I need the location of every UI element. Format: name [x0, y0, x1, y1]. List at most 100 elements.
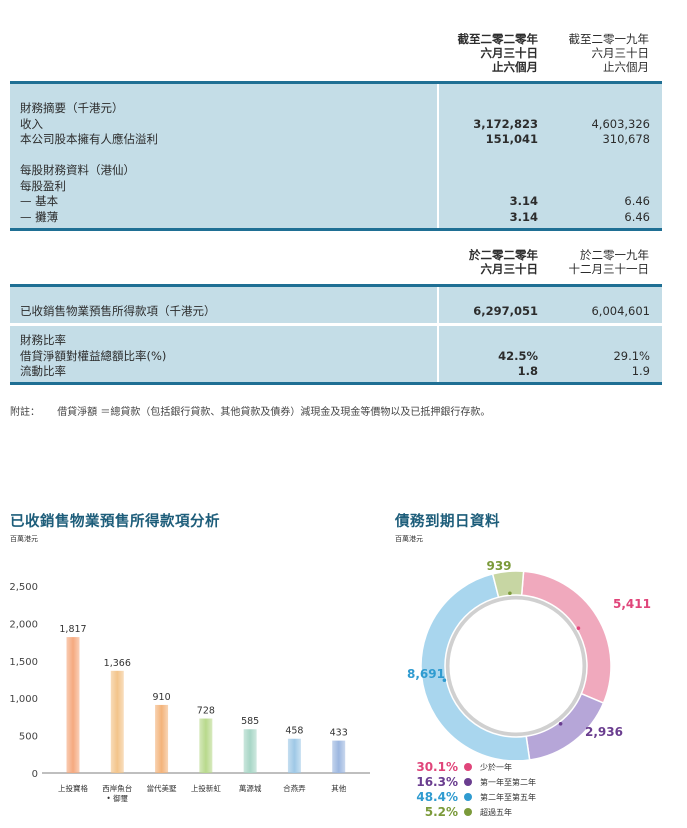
table-row: 收入 3,172,823 4,603,326 [20, 117, 650, 133]
block3-band [10, 326, 662, 382]
footnote-label: 附註： [10, 407, 40, 418]
legend-item: 48.4% 第二年至第五年 [416, 790, 618, 805]
bar-chart-title: 已收銷售物業預售所得款項分析 [10, 514, 220, 530]
col1-header2-line1: 於二零二零年 [469, 248, 538, 262]
row-value-current: 151,041 [485, 132, 538, 146]
block2-divider [437, 287, 439, 323]
col2-header-2: 於二零一九年 十二月三十一日 [530, 248, 650, 276]
legend-swatch [464, 808, 472, 816]
x-tick-label: 當代美墅 [147, 783, 177, 793]
x-tick-label: 其他 [331, 783, 346, 793]
table-row: — 攤薄 3.14 6.46 [20, 210, 650, 226]
x-tick-label: 萬源城 [239, 783, 262, 793]
bar [287, 738, 301, 773]
col2-header-line3: 止六個月 [603, 60, 649, 74]
row-label: — 攤薄 [20, 209, 59, 224]
legend-label: 超過五年 [480, 808, 512, 817]
block1-band [10, 84, 662, 228]
table-row: — 基本 3.14 6.46 [20, 194, 650, 210]
col1-header: 截至二零二零年 六月三十日 止六個月 [420, 32, 539, 74]
col1-header-2: 於二零二零年 六月三十日 [420, 248, 538, 276]
donut-chart-unit: 百萬港元 [395, 535, 423, 543]
x-tick-label: 合燕弄 [283, 783, 306, 793]
table-row: 本公司股本擁有人應佔溢利 151,041 310,678 [20, 132, 650, 148]
slice-value-label: 8,691 [407, 667, 445, 681]
bar [110, 670, 124, 773]
legend-label: 少於一年 [480, 763, 512, 772]
table-row: 每股財務資料（港仙） [20, 163, 650, 179]
bar-chart-unit: 百萬港元 [10, 535, 38, 543]
y-tick-label: 2,000 [9, 619, 38, 630]
legend-label: 第一年至第二年 [480, 778, 536, 787]
row-label: 流動比率 [20, 364, 66, 378]
table-rule-2 [10, 228, 662, 231]
donut-legend: 30.1% 少於一年 16.3% 第一年至第二年 48.4% 第二年至第五年 5.2% 超過五… [416, 760, 618, 820]
row-value-prior: 1.9 [631, 364, 650, 378]
block2-rows: 已收銷售物業預售所得款項（千港元） 6,297,051 6,004,601 [20, 304, 650, 319]
table-rule-3 [10, 284, 662, 287]
block1-divider [437, 84, 439, 228]
table-rule-4 [10, 382, 662, 385]
slice-marker-dot [576, 626, 581, 630]
row-value-prior: 6.46 [624, 209, 650, 224]
bar-value-label: 585 [241, 716, 259, 727]
donut-slice [420, 572, 531, 760]
slice-marker-dot [442, 678, 447, 683]
row-value-prior: 29.1% [613, 348, 650, 363]
legend-item: 16.3% 第一年至第二年 [416, 775, 618, 790]
x-tick-label: 上投新虹 [191, 783, 221, 793]
table-row: 流動比率 1.8 1.9 [20, 364, 650, 380]
legend-percent: 16.3% [416, 775, 458, 789]
x-tick-label: 西岸魚台 [102, 783, 132, 793]
row-value-prior: 310,678 [602, 132, 650, 146]
row-value-current: 42.5% [498, 348, 538, 363]
bar-value-label: 728 [197, 706, 215, 717]
bar-chart: 0 500 1,000 1,500 2,000 2,500 1,817 上投寶格 1,366 西岸… [9, 582, 370, 803]
bar [66, 637, 80, 773]
legend-item: 30.1% 少於一年 [416, 760, 618, 775]
legend-label: 第二年至第五年 [480, 793, 536, 802]
slice-value-label: 2,936 [585, 725, 623, 739]
slice-value-label: 5,411 [613, 597, 651, 611]
footnote: 附註： 借貸淨額 ＝總貸款（包括銀行貸款、其他貸款及債券）減現金及現金等價物以及… [10, 403, 490, 418]
row-value-prior: 4,603,326 [591, 116, 650, 131]
bar-value-label: 910 [153, 692, 171, 703]
col1-header2-line2: 六月三十日 [480, 262, 539, 276]
row-value-current: 1.8 [517, 364, 538, 378]
bar-value-label: 433 [330, 728, 348, 739]
table-row: 財務摘要（千港元） [20, 101, 650, 117]
block3-rows: 財務比率 借貸淨額對權益總額比率(%) 42.5% 29.1% 流動比率 1.8 1.9 [20, 333, 650, 380]
col1-header-line3: 止六個月 [492, 60, 538, 74]
col2-header-line2: 六月三十日 [591, 46, 650, 60]
footnote-text: 借貸淨額 ＝總貸款（包括銀行貸款、其他貸款及債券）減現金及現金等價物以及已抵押銀… [57, 407, 491, 418]
bar [243, 729, 257, 773]
bar-value-label: 1,366 [104, 658, 131, 669]
legend-swatch [464, 793, 472, 801]
y-tick-label: 2,500 [9, 582, 38, 593]
bar-value-label: 1,817 [59, 624, 86, 635]
block-gap [10, 323, 662, 326]
y-tick-label: 1,500 [9, 657, 38, 668]
table-rule-1 [10, 81, 662, 84]
col2-header2-line2: 十二月三十一日 [568, 262, 650, 276]
y-tick-label: 0 [32, 769, 38, 780]
col1-header-line2: 六月三十日 [480, 46, 539, 60]
donut-slice [525, 692, 605, 760]
col2-header-line1: 截至二零一九年 [568, 32, 650, 46]
table-row: 已收銷售物業預售所得款項（千港元） 6,297,051 6,004,601 [20, 304, 650, 319]
legend-swatch [464, 763, 472, 771]
row-label: 借貸淨額對權益總額比率(%) [20, 348, 167, 363]
row-value-current: 3.14 [509, 194, 538, 208]
x-tick-label: 上投寶格 [58, 783, 88, 793]
donut-hole [444, 594, 588, 738]
table-header-1: 截至二零二零年 六月三十日 止六個月 截至二零一九年 六月三十日 止六個月 [0, 32, 687, 82]
table-row: 借貸淨額對權益總額比率(%) 42.5% 29.1% [20, 349, 650, 365]
donut-chart-title: 債務到期日資料 [395, 514, 500, 530]
legend-item: 5.2% 超過五年 [418, 805, 618, 820]
row-label: 每股財務資料（港仙） [20, 163, 135, 177]
row-value-prior: 6,004,601 [591, 304, 650, 318]
row-value-current: 3,172,823 [473, 116, 538, 131]
col2-header: 截至二零一九年 六月三十日 止六個月 [530, 32, 650, 74]
legend-percent: 48.4% [416, 790, 458, 804]
table-row [20, 148, 650, 164]
